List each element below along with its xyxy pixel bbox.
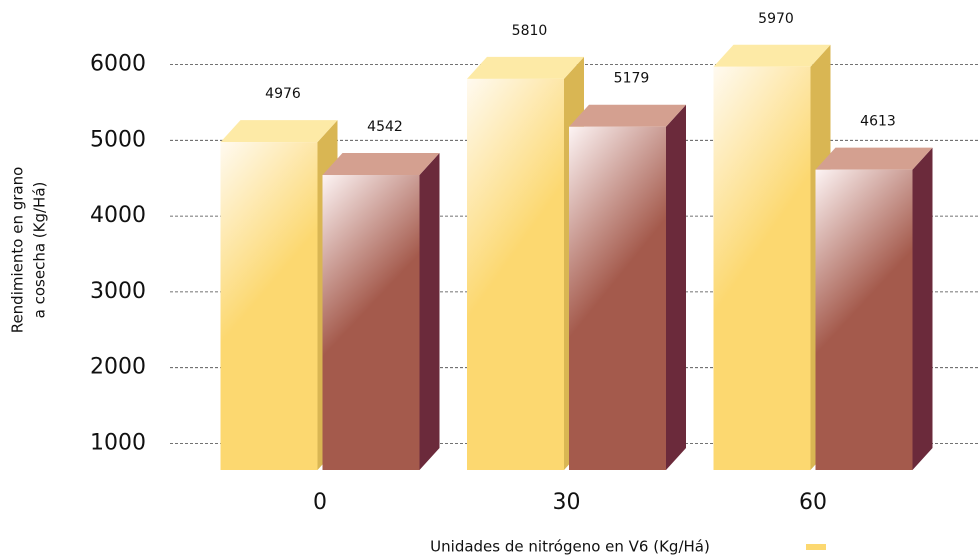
y-tick-label: 4000 (90, 203, 146, 228)
x-axis-title: Unidades de nitrógeno en V6 (Kg/Há) (430, 538, 710, 556)
bar-top (569, 104, 686, 127)
x-tick-label: 60 (799, 490, 827, 515)
x-tick-label: 0 (313, 490, 327, 515)
x-tick-label: 30 (553, 490, 581, 515)
y-tick-label: 2000 (90, 355, 146, 380)
bar-front (467, 78, 564, 470)
bar-front (322, 175, 420, 470)
bar-side (666, 104, 686, 470)
bar (220, 120, 338, 471)
bar-top (322, 153, 440, 176)
bar-top (713, 44, 831, 67)
bar-top (815, 147, 933, 170)
data-label: 5810 (512, 23, 548, 39)
legend-swatch (806, 544, 826, 550)
bar-front (220, 142, 318, 471)
y-tick-label: 1000 (90, 430, 146, 455)
y-axis-title: a cosecha (Kg/Há) (31, 182, 49, 319)
bar (322, 153, 440, 470)
data-label: 4613 (860, 114, 896, 130)
bar-side (912, 147, 933, 470)
y-tick-label: 6000 (90, 52, 146, 77)
bar-side (419, 153, 440, 470)
data-label: 4976 (265, 86, 301, 102)
data-label: 5179 (614, 71, 650, 87)
y-tick-label: 5000 (90, 127, 146, 152)
data-label: 4542 (367, 119, 403, 135)
bar (569, 104, 686, 470)
bar-front (815, 169, 913, 470)
y-tick-label: 3000 (90, 279, 146, 304)
bar (713, 44, 831, 470)
bar-top (220, 120, 338, 143)
data-label: 5970 (758, 11, 794, 27)
bar-front (569, 126, 666, 470)
bar-top (467, 56, 584, 79)
bar-front (713, 66, 811, 470)
bar (467, 56, 584, 470)
bar (815, 147, 933, 470)
y-axis-title: Rendimiento en grano (9, 167, 27, 334)
